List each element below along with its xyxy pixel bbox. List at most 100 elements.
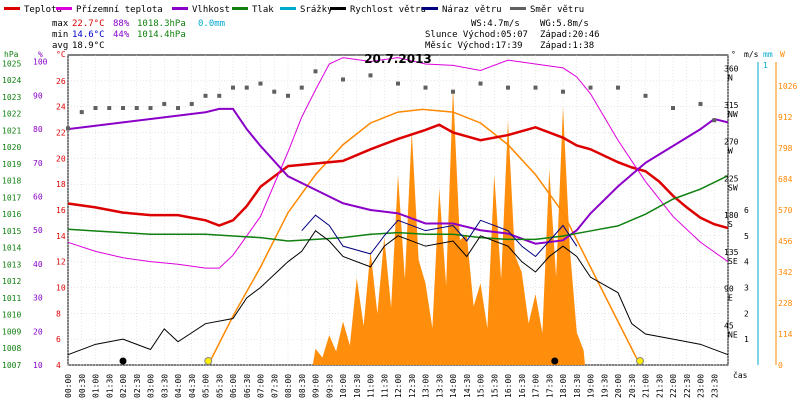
humidity-line [67,107,729,245]
wind-speed-info: WS:4.7m/s [471,19,520,29]
wind-direction-point [396,81,400,86]
time-tick: 02:00 [119,374,128,398]
time-tick: 01:00 [92,374,101,398]
wind-direction-point [121,106,125,111]
direction-tick: 360 [724,64,739,73]
rain-tick: 1 [763,61,768,70]
wind-direction-point [368,73,373,78]
direction-tick: 45 [724,321,734,330]
solar-tick: 228 [778,299,793,308]
wind-direction-point [712,118,717,123]
moon-rise-info: Měsíc Východ:17:39 [425,41,523,51]
time-tick: 20:30 [628,374,637,398]
time-tick: 16:00 [504,374,513,398]
humidity-tick: 70 [33,159,43,168]
legend-label: Tlak [252,5,274,15]
wind-tick: 6 [744,206,749,215]
humidity-tick: 10 [33,361,43,370]
time-tick: 03:00 [147,374,156,398]
pressure-tick: 1021 [2,126,21,135]
stat-min-press: 1014.4hPa [137,30,186,40]
time-tick: 06:00 [229,374,238,398]
time-tick: 10:30 [353,374,362,398]
time-tick: 00:00 [64,374,73,398]
time-tick: 16:30 [518,374,527,398]
time-tick: 04:30 [188,374,197,398]
solar-tick: 0 [778,361,783,370]
wind-tick: 5 [744,232,749,241]
legend-label: Směr větru [530,5,584,15]
ground-temperature-line [67,57,729,269]
wind-tick: 3 [744,284,749,293]
time-tick: 19:30 [600,374,609,398]
time-tick: 08:00 [284,374,293,398]
info-block: WS:4.7m/s WG:5.8m/s Slunce Východ:05:07 … [425,19,600,51]
legend-swatch [280,7,296,10]
direction-label: NE [728,330,738,339]
legend-swatch [330,7,346,10]
wind-direction-point [643,93,648,98]
direction-tick: 135 [724,248,739,257]
solar-tick: 684 [778,175,793,184]
humidity-tick: 40 [33,260,43,269]
legend-swatch [56,7,72,10]
legend-label: Srážky [300,5,333,15]
time-tick: 23:00 [697,374,706,398]
legend-swatch [510,7,526,10]
pressure-tick: 1011 [2,294,21,303]
legend-swatch [232,7,248,10]
wind-direction-point [176,106,180,111]
legend-label: Vlhkost [192,5,230,15]
time-tick: 08:30 [298,374,307,398]
time-tick: 06:30 [243,374,252,398]
wind-tick: 4 [744,258,749,267]
solar-tick: 570 [778,206,793,215]
pressure-tick: 1013 [2,260,21,269]
wind-direction-point [244,85,249,90]
humidity-tick: 100 [33,58,48,67]
moon-marker [119,357,127,365]
pressure-tick: 1022 [2,110,21,119]
temperature-tick: 26 [56,77,66,86]
temperature-tick: 8 [56,309,61,318]
wind-direction-point [341,77,345,82]
solar-tick: 456 [778,237,793,246]
direction-tick: 270 [724,138,739,147]
legend-swatch [422,7,438,10]
temperature-tick: 16 [56,206,66,215]
time-tick: 01:30 [105,374,114,398]
solar-tick: 912 [778,113,793,122]
pressure-tick: 1009 [2,327,21,336]
direction-label: SW [728,183,738,192]
time-tick: 22:00 [669,374,678,398]
time-tick: 00:30 [78,374,87,398]
stat-min-label: min [52,30,68,40]
legend-swatch [172,7,188,10]
time-tick: 11:30 [380,374,389,398]
pressure-tick: 1020 [2,143,21,152]
wind-direction-point [203,93,208,98]
temperature-axis-unit: °C [56,50,66,59]
stat-max-hum: 88% [113,19,130,29]
humidity-tick: 80 [33,125,43,134]
time-tick: 18:00 [559,374,568,398]
time-tick: 20:00 [614,374,623,398]
wind-direction-point [272,89,277,94]
wind-tick: 2 [744,309,749,318]
wind-gust-line [301,214,578,258]
direction-label: E [728,294,733,303]
pressure-tick: 1010 [2,311,21,320]
time-tick: 17:00 [532,374,541,398]
wind-direction-point [478,81,483,86]
time-tick: 13:30 [435,374,444,398]
temperature-tick: 12 [56,258,66,267]
wind-direction-point [533,85,538,90]
legend-label: Teplota [24,5,62,15]
stats-block: max 22.7°C 88% 1018.3hPa 0.0mm min 14.6°… [52,19,225,51]
wind-direction-point [506,85,510,90]
stat-min-hum: 44% [113,30,130,40]
temperature-tick: 18 [56,180,66,189]
temperature-tick: 10 [56,284,66,293]
chart-title: 20.7.2013 [364,52,432,66]
